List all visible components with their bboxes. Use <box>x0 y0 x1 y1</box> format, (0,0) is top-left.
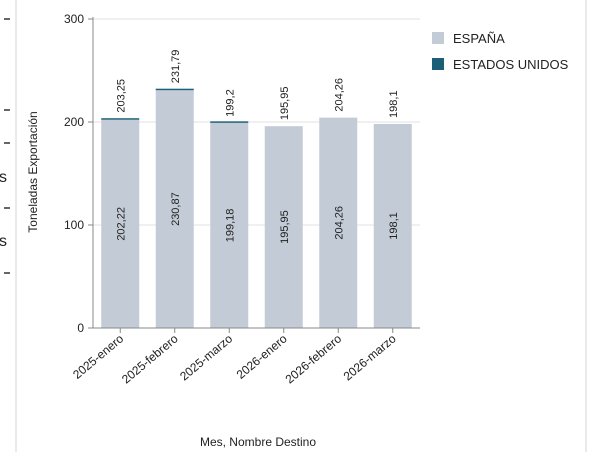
bar-value-label: 230,87 <box>170 192 182 226</box>
bar-segment-estados-unidos <box>101 118 140 120</box>
bar-total-label: 203,25 <box>115 79 127 113</box>
bar-value-label: 202,22 <box>115 207 127 241</box>
x-axis-title: Mes, Nombre Destino <box>200 435 316 449</box>
bar-total-label: 198,1 <box>388 90 400 118</box>
y-tick-label: 200 <box>64 115 84 129</box>
bar-segment-espana <box>373 123 412 328</box>
y-tick-label: 100 <box>64 218 84 232</box>
legend-label: ESTADOS UNIDOS <box>453 57 569 72</box>
x-tick-label: 2025-febrero <box>119 331 181 386</box>
legend-label: ESPAÑA <box>453 31 505 46</box>
bars: 202,22 203,25 230,87 231,79 199,18 199,2 195,9… <box>101 50 412 328</box>
bar-segment-espana <box>264 126 303 328</box>
y-axis-title: Toneladas Exportación <box>26 111 40 232</box>
y-tick-label: 0 <box>77 321 84 335</box>
bar-total-label: 199,2 <box>224 89 236 117</box>
bar-total-label: 195,95 <box>279 87 291 121</box>
bar-segment-estados-unidos <box>210 121 249 123</box>
y-tick-label: 300 <box>64 12 84 26</box>
legend: ESPAÑA ESTADOS UNIDOS <box>432 31 569 72</box>
left-edge-fragments: s s <box>0 18 10 274</box>
bar-segment-espana <box>155 90 194 328</box>
bar-total-label: 231,79 <box>170 50 182 84</box>
x-tick-label: 2026-febrero <box>283 331 345 386</box>
edge-fragment-text: s <box>0 233 7 250</box>
x-tick-label: 2025-enero <box>70 331 126 381</box>
bar-total-label: 204,26 <box>333 78 345 112</box>
bar-segment-estados-unidos <box>155 88 194 91</box>
edge-fragment-text: s <box>0 169 7 186</box>
legend-swatch <box>432 32 444 44</box>
legend-swatch <box>432 58 444 70</box>
bar-value-label: 195,95 <box>279 210 291 244</box>
bar-value-label: 204,26 <box>333 206 345 240</box>
gridlines <box>93 18 420 226</box>
bar-segment-espana <box>210 122 249 328</box>
x-tick-label: 2026-marzo <box>341 331 399 383</box>
x-tick-label: 2026-enero <box>234 331 290 381</box>
x-tick-label: 2025-marzo <box>177 331 235 383</box>
bar-segment-espana <box>101 119 140 328</box>
bar-segment-espana <box>319 117 358 328</box>
bar-value-label: 198,1 <box>388 212 400 240</box>
bar-value-label: 199,18 <box>224 209 236 243</box>
